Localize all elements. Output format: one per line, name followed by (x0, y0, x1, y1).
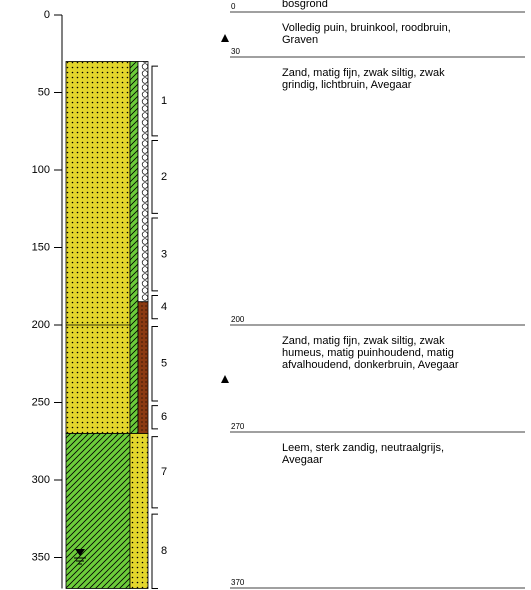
sample-label: 5 (161, 358, 167, 370)
soil-layer (66, 62, 130, 434)
unit-depth: 0 (231, 2, 236, 11)
unit-depth: 30 (231, 47, 240, 56)
sample-bracket (152, 327, 158, 401)
unit-description: Graven (282, 34, 318, 46)
unit-description: Volledig puin, bruinkool, roodbruin, (282, 22, 451, 34)
sample-label: 3 (161, 248, 167, 260)
marker-triangle (221, 34, 229, 42)
unit-depth: 370 (231, 578, 245, 587)
sample-label: 2 (161, 171, 167, 183)
sample-label: 1 (161, 95, 167, 107)
tick-label: 350 (32, 551, 50, 563)
borehole-log: 0 50 100 150 200 250 300 350 1 2 3 4 5 6 7 8 0 bosgrond Vo… (0, 0, 531, 590)
sample-label: 7 (161, 466, 167, 478)
sample-label: 6 (161, 411, 167, 423)
sample-bracket (152, 406, 158, 429)
sample-bracket (152, 141, 158, 214)
unit-description: humeus, matig puinhoudend, matig (282, 347, 454, 359)
soil-layer (138, 62, 148, 302)
sample-bracket (152, 218, 158, 291)
unit-depth: 270 (231, 422, 245, 431)
unit-description: Zand, matig fijn, zwak siltig, zwak (282, 67, 445, 79)
soil-layer (130, 62, 138, 434)
soil-layer (138, 302, 148, 434)
sample-label: 8 (161, 545, 167, 557)
tick-label: 250 (32, 396, 50, 408)
unit-description: Leem, sterk zandig, neutraalgrijs, (282, 442, 444, 454)
marker-triangle (221, 375, 229, 383)
tick-label: 150 (32, 241, 50, 253)
soil-layer (66, 434, 130, 589)
soil-layer (130, 434, 148, 589)
unit-depth: 200 (231, 315, 245, 324)
tick-label: 0 (44, 9, 50, 21)
tick-label: 50 (38, 86, 50, 98)
tick-label: 100 (32, 164, 50, 176)
unit-description: Avegaar (282, 454, 323, 466)
sample-bracket (152, 66, 158, 136)
tick-label: 300 (32, 474, 50, 486)
sample-bracket (152, 296, 158, 319)
unit-name: bosgrond (282, 0, 328, 10)
unit-description: grindig, lichtbruin, Avegaar (282, 79, 412, 91)
sample-label: 4 (161, 301, 167, 313)
tick-label: 200 (32, 319, 50, 331)
sample-bracket (152, 514, 158, 588)
sample-bracket (152, 437, 158, 508)
unit-description: Zand, matig fijn, zwak siltig, zwak (282, 335, 445, 347)
unit-description: afvalhoudend, donkerbruin, Avegaar (282, 359, 459, 371)
